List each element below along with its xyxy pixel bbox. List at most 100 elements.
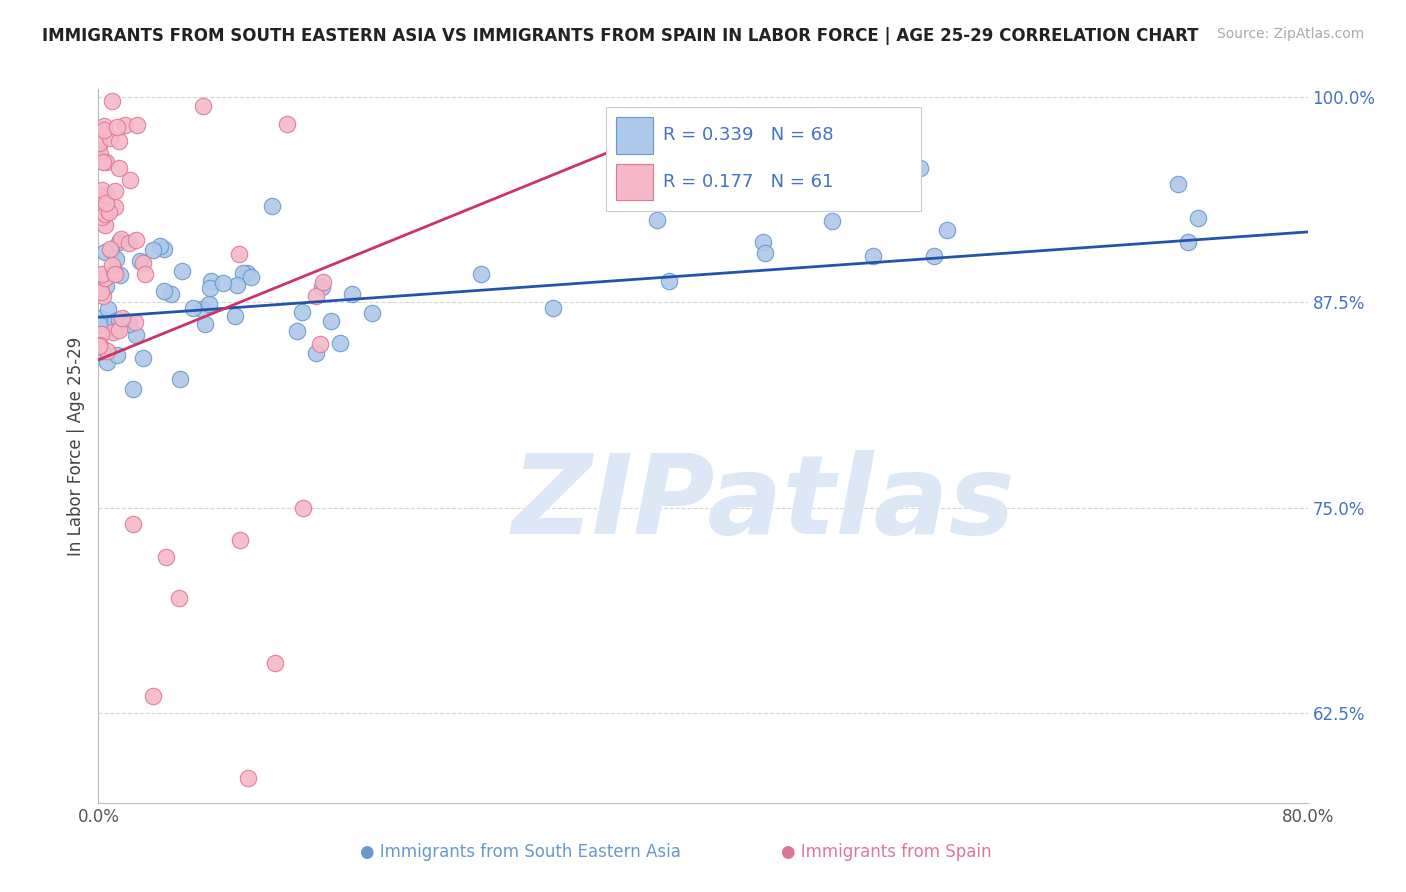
Point xyxy=(198,297,221,311)
Point xyxy=(155,549,177,564)
Point xyxy=(94,218,117,232)
Point xyxy=(125,327,148,342)
Point xyxy=(170,264,193,278)
Point xyxy=(97,205,120,219)
Point xyxy=(193,98,215,112)
Point xyxy=(128,254,150,268)
Point xyxy=(194,317,217,331)
Point xyxy=(107,313,129,327)
Point xyxy=(105,348,128,362)
Point xyxy=(260,198,283,212)
Point xyxy=(200,274,222,288)
Point xyxy=(238,771,260,785)
Point xyxy=(305,288,328,302)
Point xyxy=(305,346,328,360)
Point xyxy=(200,281,222,295)
Point xyxy=(117,317,139,331)
Point xyxy=(311,280,333,294)
Point xyxy=(93,119,115,133)
Point xyxy=(754,245,776,260)
Point xyxy=(91,187,114,202)
Point xyxy=(94,155,117,169)
Point xyxy=(104,252,127,267)
Point xyxy=(91,155,114,169)
Point xyxy=(470,267,492,281)
Text: IMMIGRANTS FROM SOUTH EASTERN ASIA VS IMMIGRANTS FROM SPAIN IN LABOR FORCE | AGE: IMMIGRANTS FROM SOUTH EASTERN ASIA VS IM… xyxy=(42,27,1199,45)
Point xyxy=(226,278,249,293)
Point xyxy=(94,244,117,259)
Point xyxy=(118,317,141,331)
Point xyxy=(263,657,285,671)
Point xyxy=(112,312,135,326)
Point xyxy=(105,120,128,134)
Point xyxy=(922,249,945,263)
Point xyxy=(541,301,564,315)
Point xyxy=(89,277,111,291)
Point xyxy=(276,117,298,131)
Point xyxy=(104,314,127,328)
Text: Source: ZipAtlas.com: Source: ZipAtlas.com xyxy=(1216,27,1364,41)
Point xyxy=(101,95,124,109)
Point xyxy=(1167,178,1189,192)
Y-axis label: In Labor Force | Age 25-29: In Labor Force | Age 25-29 xyxy=(66,336,84,556)
Point xyxy=(91,344,114,359)
Point xyxy=(645,213,668,227)
Point xyxy=(160,286,183,301)
Point xyxy=(111,310,134,325)
Point xyxy=(104,201,127,215)
Point xyxy=(125,233,148,247)
Point xyxy=(132,351,155,366)
Point xyxy=(212,276,235,290)
Point xyxy=(108,322,131,336)
Point xyxy=(94,195,117,210)
Point xyxy=(96,343,118,358)
Point xyxy=(142,244,165,258)
Point xyxy=(94,206,117,220)
Point xyxy=(100,244,122,259)
Point xyxy=(654,186,676,200)
Point xyxy=(90,310,112,325)
Point xyxy=(224,309,246,323)
Point xyxy=(169,372,191,386)
Point xyxy=(862,249,884,263)
Text: ● Immigrants from South Eastern Asia: ● Immigrants from South Eastern Asia xyxy=(360,843,681,861)
Point xyxy=(90,211,112,225)
Point xyxy=(89,338,111,352)
Point xyxy=(89,339,111,353)
Point xyxy=(122,516,145,531)
Point xyxy=(90,326,112,341)
Point xyxy=(103,320,125,334)
Point xyxy=(91,289,114,303)
Point xyxy=(97,301,120,316)
Point xyxy=(312,275,335,289)
Point xyxy=(96,355,118,369)
Point xyxy=(232,266,254,280)
Point xyxy=(89,318,111,333)
Point xyxy=(821,214,844,228)
Point xyxy=(118,236,141,251)
Point xyxy=(167,591,190,605)
Point xyxy=(91,267,114,281)
Point xyxy=(1187,211,1209,225)
Point xyxy=(752,235,775,249)
Point xyxy=(89,136,111,150)
Point xyxy=(340,287,363,301)
Point xyxy=(89,138,111,153)
Point xyxy=(93,123,115,137)
Point xyxy=(149,238,172,252)
Point xyxy=(108,161,131,175)
Point xyxy=(191,301,214,316)
Point xyxy=(308,337,330,351)
Point xyxy=(110,231,132,245)
Point xyxy=(89,343,111,358)
Point xyxy=(94,271,117,285)
Point xyxy=(108,235,131,250)
Point xyxy=(228,246,250,260)
Point xyxy=(118,173,141,187)
Point xyxy=(103,184,125,198)
Point xyxy=(292,500,315,515)
Point xyxy=(101,258,124,272)
Point xyxy=(361,305,384,319)
Point xyxy=(105,321,128,335)
Point xyxy=(98,130,121,145)
